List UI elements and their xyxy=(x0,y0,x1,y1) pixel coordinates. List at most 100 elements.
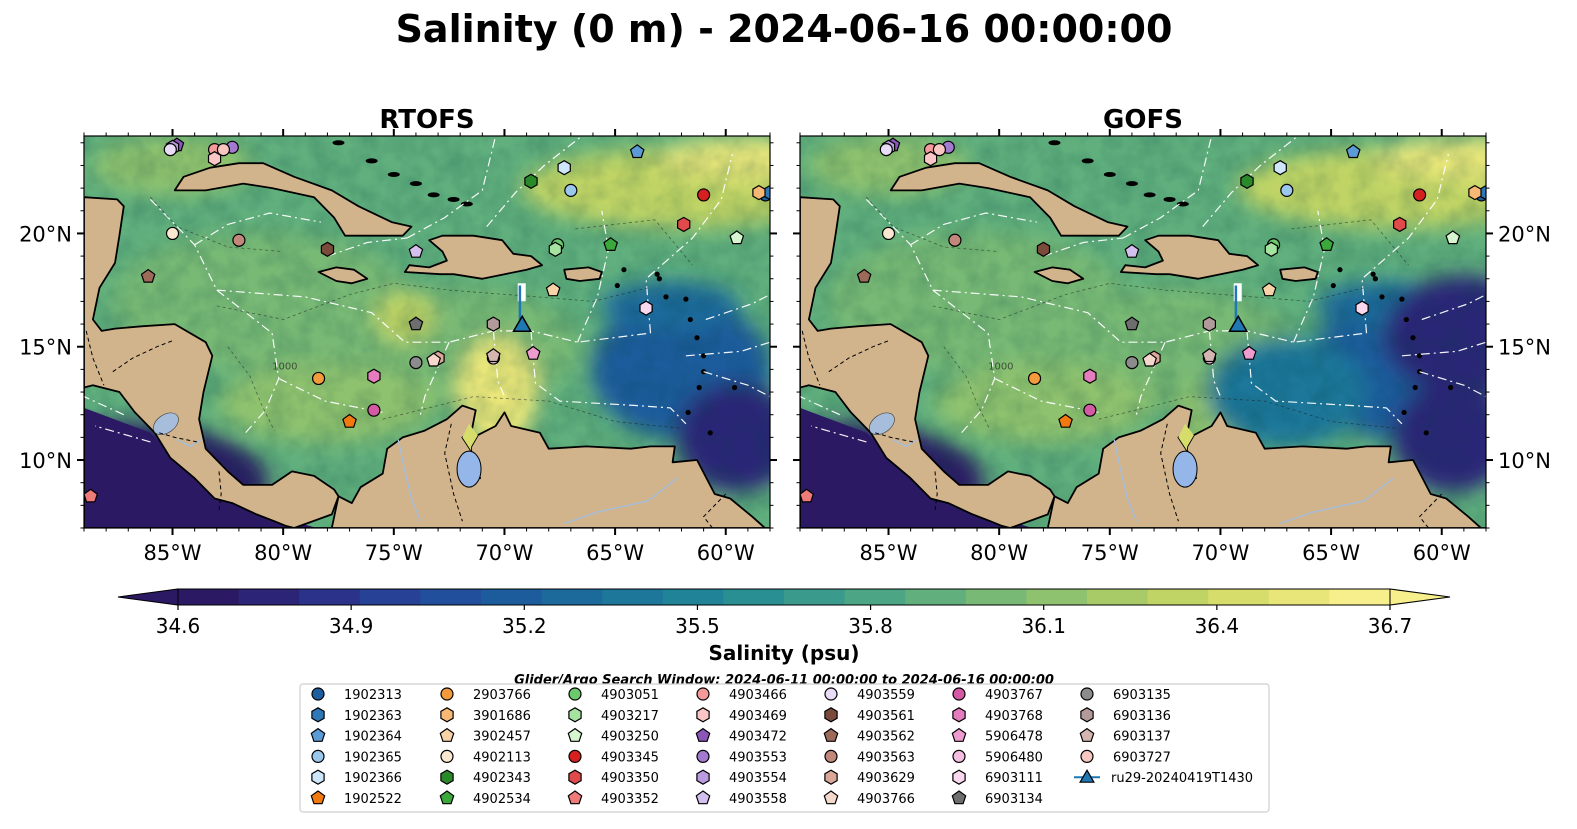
legend-label: 1902522 xyxy=(344,792,402,807)
float-4903562 xyxy=(140,268,156,283)
float-6903134 xyxy=(408,316,424,331)
x-tick-label: 80°W xyxy=(970,541,1028,565)
float-4902534 xyxy=(1319,237,1335,251)
eez-line-5 xyxy=(576,210,610,343)
legend-marker xyxy=(695,727,711,742)
bahamas-0 xyxy=(1048,140,1061,146)
eez-line-4 xyxy=(1246,330,1403,425)
float-markers xyxy=(800,137,1486,503)
island-6 xyxy=(683,296,689,302)
x-tick-label: 85°W xyxy=(860,541,918,565)
legend-label: ru29-20240419T1430 xyxy=(1111,771,1253,786)
bahamas-3 xyxy=(409,181,422,187)
island-0 xyxy=(1401,409,1407,416)
island-6 xyxy=(1399,296,1405,302)
river-magdalena xyxy=(1113,439,1138,522)
pacific-ocean xyxy=(84,407,317,528)
bahamas-2 xyxy=(387,172,400,178)
float-4903345 xyxy=(697,188,711,202)
legend-label: 4903554 xyxy=(729,771,787,786)
float-4903250 xyxy=(1445,230,1461,245)
eez-line-16 xyxy=(84,396,125,416)
colorbar-label: Salinity (psu) xyxy=(708,641,859,665)
legend-label: 1902364 xyxy=(344,730,402,745)
x-tick-label: 80°W xyxy=(254,541,312,565)
float-4903562 xyxy=(856,268,872,283)
y-tick-label: 20°N xyxy=(1498,222,1551,246)
float-1902365 xyxy=(1280,183,1294,197)
legend-label: 6903137 xyxy=(1113,730,1171,745)
colorbar-segment xyxy=(965,589,1027,605)
float-6903727 xyxy=(932,142,947,157)
float-4903767 xyxy=(367,403,381,417)
bath-contour-1 xyxy=(227,346,275,431)
legend-marker xyxy=(567,790,583,805)
colorbar-segment xyxy=(1208,589,1270,605)
legend-marker xyxy=(311,707,325,723)
border-nicaragua-costarica xyxy=(875,432,913,443)
float-4903350 xyxy=(1392,216,1407,233)
colorbar-extend-low xyxy=(117,588,179,606)
legend-label: 4903561 xyxy=(857,709,915,724)
float-4903561 xyxy=(320,241,335,257)
colorbar-tick-label: 36.1 xyxy=(1021,614,1066,638)
legend-label: 4903472 xyxy=(729,730,787,745)
legend-label: 4902113 xyxy=(473,750,531,765)
bath-contour-0 xyxy=(216,282,649,320)
legend-marker xyxy=(568,687,582,701)
float-4903350 xyxy=(676,216,691,233)
legend-label: 4903345 xyxy=(601,750,659,765)
float-6903136 xyxy=(486,316,500,332)
float-6903136 xyxy=(1202,316,1217,332)
legend-label: 1902366 xyxy=(344,771,402,786)
float-6903135 xyxy=(409,355,423,370)
eez-line-12 xyxy=(705,294,770,321)
missing-data xyxy=(517,283,526,302)
lake-maracaibo xyxy=(456,450,482,488)
legend-label: 4902343 xyxy=(473,771,531,786)
float-3901686 xyxy=(752,184,766,201)
rivers xyxy=(176,438,678,525)
eez-line-4 xyxy=(530,330,687,425)
rivers xyxy=(892,438,1394,525)
legend-marker xyxy=(439,727,455,742)
legend-marker xyxy=(823,790,839,805)
borders xyxy=(85,330,727,528)
colorbar-segment xyxy=(723,589,785,605)
y-tick-label: 15°N xyxy=(19,336,72,360)
bath-contour-3 xyxy=(150,196,284,252)
legend-marker xyxy=(1080,749,1094,764)
glider-position xyxy=(512,314,533,333)
float-4902343 xyxy=(524,173,538,189)
bath-contour-0 xyxy=(932,282,1365,320)
legend-marker xyxy=(951,790,967,805)
colorbar-segment xyxy=(602,589,664,605)
map-area: 1000 xyxy=(800,136,1486,528)
legend-label: 4903466 xyxy=(729,688,787,703)
legend-label: 4903352 xyxy=(601,792,659,807)
legend-label: 6903134 xyxy=(985,792,1043,807)
bahamas-5 xyxy=(1163,196,1176,202)
island-8 xyxy=(656,276,662,282)
eez-line-16 xyxy=(800,396,841,416)
float-6903111 xyxy=(639,300,653,316)
float-4903352 xyxy=(84,488,99,503)
map-area: 1000 xyxy=(84,136,770,528)
borders xyxy=(801,330,1443,528)
colorbar-segment xyxy=(905,589,967,605)
colorbar-segment xyxy=(299,589,361,605)
float-4903352 xyxy=(800,488,815,503)
island-8 xyxy=(1372,276,1378,282)
island-1 xyxy=(696,384,702,391)
colorbar-tick-label: 35.8 xyxy=(848,614,893,638)
legend-label: 2903766 xyxy=(473,688,531,703)
float-5906478 xyxy=(1241,345,1257,360)
land-south-america xyxy=(84,404,770,528)
map-panel-left: 1000 RTOFS 85°W 80°W 75°W 70°W 65°W 60°W 20°N 15°… xyxy=(19,105,777,565)
island-9 xyxy=(1337,267,1343,273)
colorbar-tick-label: 36.4 xyxy=(1195,614,1240,638)
river-sanjuan xyxy=(892,438,918,448)
eez-line-14 xyxy=(1122,136,1213,239)
legend-label: 4903350 xyxy=(601,771,659,786)
land-jamaica xyxy=(317,266,369,285)
